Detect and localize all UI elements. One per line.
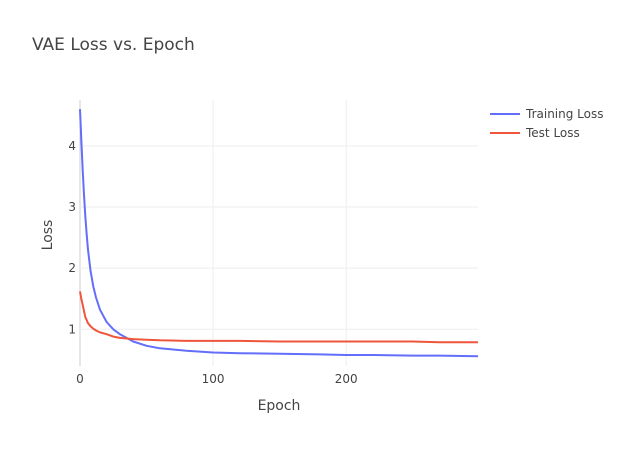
x-tick-label-0: 0 — [76, 372, 84, 386]
x-tick-label-2: 200 — [335, 372, 358, 386]
legend-label-training-loss: Training Loss — [525, 107, 603, 121]
grid — [79, 100, 478, 366]
legend-item-training-loss[interactable]: Training Loss — [490, 107, 603, 121]
legend-item-test-loss[interactable]: Test Loss — [490, 126, 580, 140]
y-tick-label-2: 3 — [68, 200, 76, 214]
x-axis-label: Epoch — [258, 398, 301, 414]
y-tick-labels: 1 2 3 4 — [68, 139, 76, 336]
y-tick-label-3: 4 — [68, 139, 76, 153]
x-tick-label-1: 100 — [202, 372, 225, 386]
y-axis-label: Loss — [40, 220, 56, 251]
series-line-test-loss — [79, 291, 478, 344]
series-lines — [79, 109, 479, 358]
chart-title: VAE Loss vs. Epoch — [32, 35, 195, 55]
legend-label-test-loss: Test Loss — [525, 126, 580, 140]
x-tick-labels: 0 100 200 — [76, 372, 357, 386]
legend[interactable]: Training Loss Test Loss — [490, 107, 603, 140]
y-tick-label-1: 2 — [68, 261, 76, 275]
series-line-training-loss — [79, 109, 479, 358]
y-tick-label-0: 1 — [68, 322, 76, 336]
